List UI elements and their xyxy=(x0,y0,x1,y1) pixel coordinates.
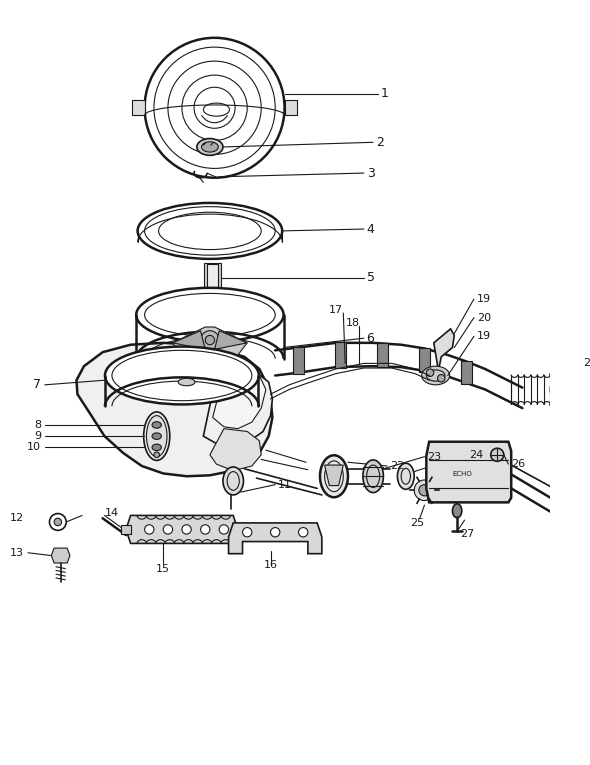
Text: 24: 24 xyxy=(469,450,483,460)
Text: 12: 12 xyxy=(10,513,24,523)
Polygon shape xyxy=(233,525,242,534)
Polygon shape xyxy=(213,366,266,428)
Text: 10: 10 xyxy=(27,442,41,452)
Circle shape xyxy=(201,525,210,534)
Ellipse shape xyxy=(178,379,195,386)
Ellipse shape xyxy=(105,347,259,405)
Circle shape xyxy=(271,528,280,537)
Bar xyxy=(293,347,304,373)
Text: 6: 6 xyxy=(366,332,375,345)
Polygon shape xyxy=(133,100,145,116)
Polygon shape xyxy=(77,343,273,477)
Ellipse shape xyxy=(422,366,450,385)
Circle shape xyxy=(219,525,228,534)
Text: 25: 25 xyxy=(410,518,424,528)
Circle shape xyxy=(419,485,430,496)
Polygon shape xyxy=(204,362,273,445)
Polygon shape xyxy=(228,523,322,554)
Bar xyxy=(207,265,218,291)
Text: 26: 26 xyxy=(511,459,525,469)
Text: 2: 2 xyxy=(376,135,384,148)
Text: ECHO: ECHO xyxy=(452,471,471,477)
Text: 4: 4 xyxy=(366,223,375,236)
Ellipse shape xyxy=(146,415,167,457)
Polygon shape xyxy=(122,525,130,534)
Polygon shape xyxy=(434,329,454,371)
Text: 17: 17 xyxy=(329,305,343,315)
Circle shape xyxy=(50,513,66,530)
Text: 7: 7 xyxy=(33,379,41,392)
Text: 9: 9 xyxy=(34,431,41,441)
Circle shape xyxy=(145,525,154,534)
Ellipse shape xyxy=(112,350,252,401)
Bar xyxy=(377,343,388,367)
Text: 19: 19 xyxy=(477,331,491,341)
Circle shape xyxy=(427,369,434,376)
Circle shape xyxy=(201,330,219,350)
Text: 1: 1 xyxy=(381,87,388,100)
Text: 19: 19 xyxy=(477,294,491,304)
Polygon shape xyxy=(173,330,205,350)
Ellipse shape xyxy=(202,142,218,152)
Circle shape xyxy=(438,375,445,382)
Polygon shape xyxy=(215,330,247,350)
Ellipse shape xyxy=(197,138,223,155)
Bar xyxy=(419,347,430,372)
Text: 13: 13 xyxy=(10,548,24,558)
Text: 22: 22 xyxy=(390,461,404,471)
Text: 18: 18 xyxy=(346,318,360,328)
Text: 15: 15 xyxy=(156,564,171,574)
Circle shape xyxy=(242,528,252,537)
Text: 5: 5 xyxy=(366,271,375,284)
Polygon shape xyxy=(284,100,297,116)
Circle shape xyxy=(145,37,284,177)
Bar xyxy=(204,262,221,292)
Circle shape xyxy=(154,452,159,457)
Ellipse shape xyxy=(136,288,284,342)
Text: 11: 11 xyxy=(278,480,292,490)
Polygon shape xyxy=(324,465,343,486)
Polygon shape xyxy=(210,428,261,470)
Ellipse shape xyxy=(223,467,244,495)
Text: 27: 27 xyxy=(460,529,474,539)
Ellipse shape xyxy=(152,422,162,428)
Circle shape xyxy=(414,480,435,500)
Circle shape xyxy=(182,525,191,534)
Ellipse shape xyxy=(320,455,348,497)
Polygon shape xyxy=(427,441,511,503)
Text: 16: 16 xyxy=(264,560,277,570)
Text: 8: 8 xyxy=(34,420,41,430)
Circle shape xyxy=(491,448,504,461)
Bar xyxy=(335,342,346,368)
Ellipse shape xyxy=(398,463,414,490)
Ellipse shape xyxy=(363,460,384,493)
Circle shape xyxy=(163,525,173,534)
Polygon shape xyxy=(126,516,238,543)
Text: 21: 21 xyxy=(583,358,590,369)
Ellipse shape xyxy=(143,412,170,461)
Polygon shape xyxy=(173,327,247,355)
Polygon shape xyxy=(51,548,70,563)
Ellipse shape xyxy=(152,444,162,451)
Bar xyxy=(461,360,472,384)
Ellipse shape xyxy=(152,433,162,439)
Ellipse shape xyxy=(453,504,462,518)
Circle shape xyxy=(54,518,61,526)
Ellipse shape xyxy=(145,207,275,256)
Ellipse shape xyxy=(145,294,275,337)
Ellipse shape xyxy=(137,203,282,259)
Ellipse shape xyxy=(550,373,575,405)
Text: 3: 3 xyxy=(366,167,375,180)
Circle shape xyxy=(205,335,215,345)
Text: 20: 20 xyxy=(477,313,491,323)
Text: 14: 14 xyxy=(104,508,119,518)
Text: 23: 23 xyxy=(427,451,441,461)
Circle shape xyxy=(299,528,308,537)
